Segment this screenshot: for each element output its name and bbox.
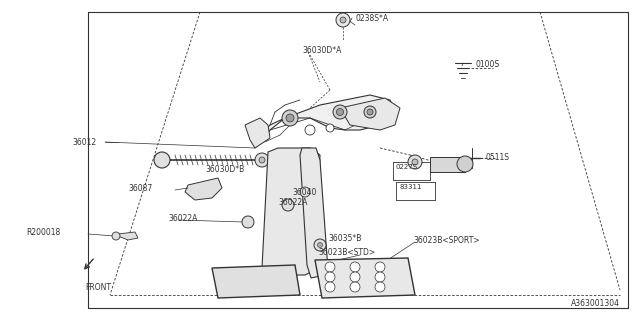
Circle shape: [154, 152, 170, 168]
Polygon shape: [245, 118, 270, 148]
Circle shape: [350, 282, 360, 292]
Polygon shape: [300, 148, 328, 278]
Circle shape: [336, 13, 350, 27]
Text: 36040: 36040: [292, 188, 316, 197]
Text: 0227S: 0227S: [396, 164, 418, 170]
Text: 36030D*A: 36030D*A: [302, 46, 341, 55]
Circle shape: [337, 108, 344, 116]
Text: 0238S*A: 0238S*A: [355, 14, 388, 23]
Text: A363001304: A363001304: [571, 299, 620, 308]
Text: 36023B<SPORT>: 36023B<SPORT>: [413, 236, 479, 245]
Text: R200018: R200018: [26, 228, 60, 237]
Polygon shape: [212, 265, 300, 298]
Text: 36087: 36087: [128, 184, 152, 193]
Circle shape: [408, 155, 422, 169]
Text: 36030D*B: 36030D*B: [205, 165, 244, 174]
Text: 36035*B: 36035*B: [328, 234, 362, 243]
Circle shape: [300, 187, 310, 197]
Circle shape: [317, 243, 323, 247]
Circle shape: [364, 106, 376, 118]
Text: 36022A: 36022A: [168, 214, 197, 223]
Circle shape: [412, 159, 418, 165]
Circle shape: [242, 216, 254, 228]
Circle shape: [375, 282, 385, 292]
Text: 36012: 36012: [72, 138, 96, 147]
Text: 36023B<STD>: 36023B<STD>: [318, 248, 375, 257]
Circle shape: [286, 114, 294, 122]
Polygon shape: [118, 232, 138, 240]
Circle shape: [367, 109, 373, 115]
Polygon shape: [340, 98, 400, 130]
Circle shape: [325, 282, 335, 292]
Text: FRONT: FRONT: [85, 283, 111, 292]
Circle shape: [112, 232, 120, 240]
Text: 0511S: 0511S: [486, 153, 510, 162]
Text: 36022A: 36022A: [278, 198, 307, 207]
Polygon shape: [262, 148, 320, 275]
Circle shape: [314, 239, 326, 251]
Circle shape: [325, 262, 335, 272]
Circle shape: [350, 262, 360, 272]
Polygon shape: [185, 178, 222, 200]
Circle shape: [375, 272, 385, 282]
Text: 0100S: 0100S: [476, 60, 500, 69]
Circle shape: [305, 125, 315, 135]
Circle shape: [259, 157, 265, 163]
Circle shape: [282, 110, 298, 126]
Polygon shape: [315, 258, 415, 298]
Circle shape: [340, 17, 346, 23]
Circle shape: [350, 272, 360, 282]
Circle shape: [282, 199, 294, 211]
Circle shape: [457, 156, 473, 172]
Circle shape: [375, 262, 385, 272]
Polygon shape: [255, 95, 395, 148]
Text: 83311: 83311: [399, 184, 422, 190]
Polygon shape: [430, 157, 465, 172]
Circle shape: [326, 124, 334, 132]
Circle shape: [333, 105, 347, 119]
Circle shape: [255, 153, 269, 167]
Circle shape: [325, 272, 335, 282]
